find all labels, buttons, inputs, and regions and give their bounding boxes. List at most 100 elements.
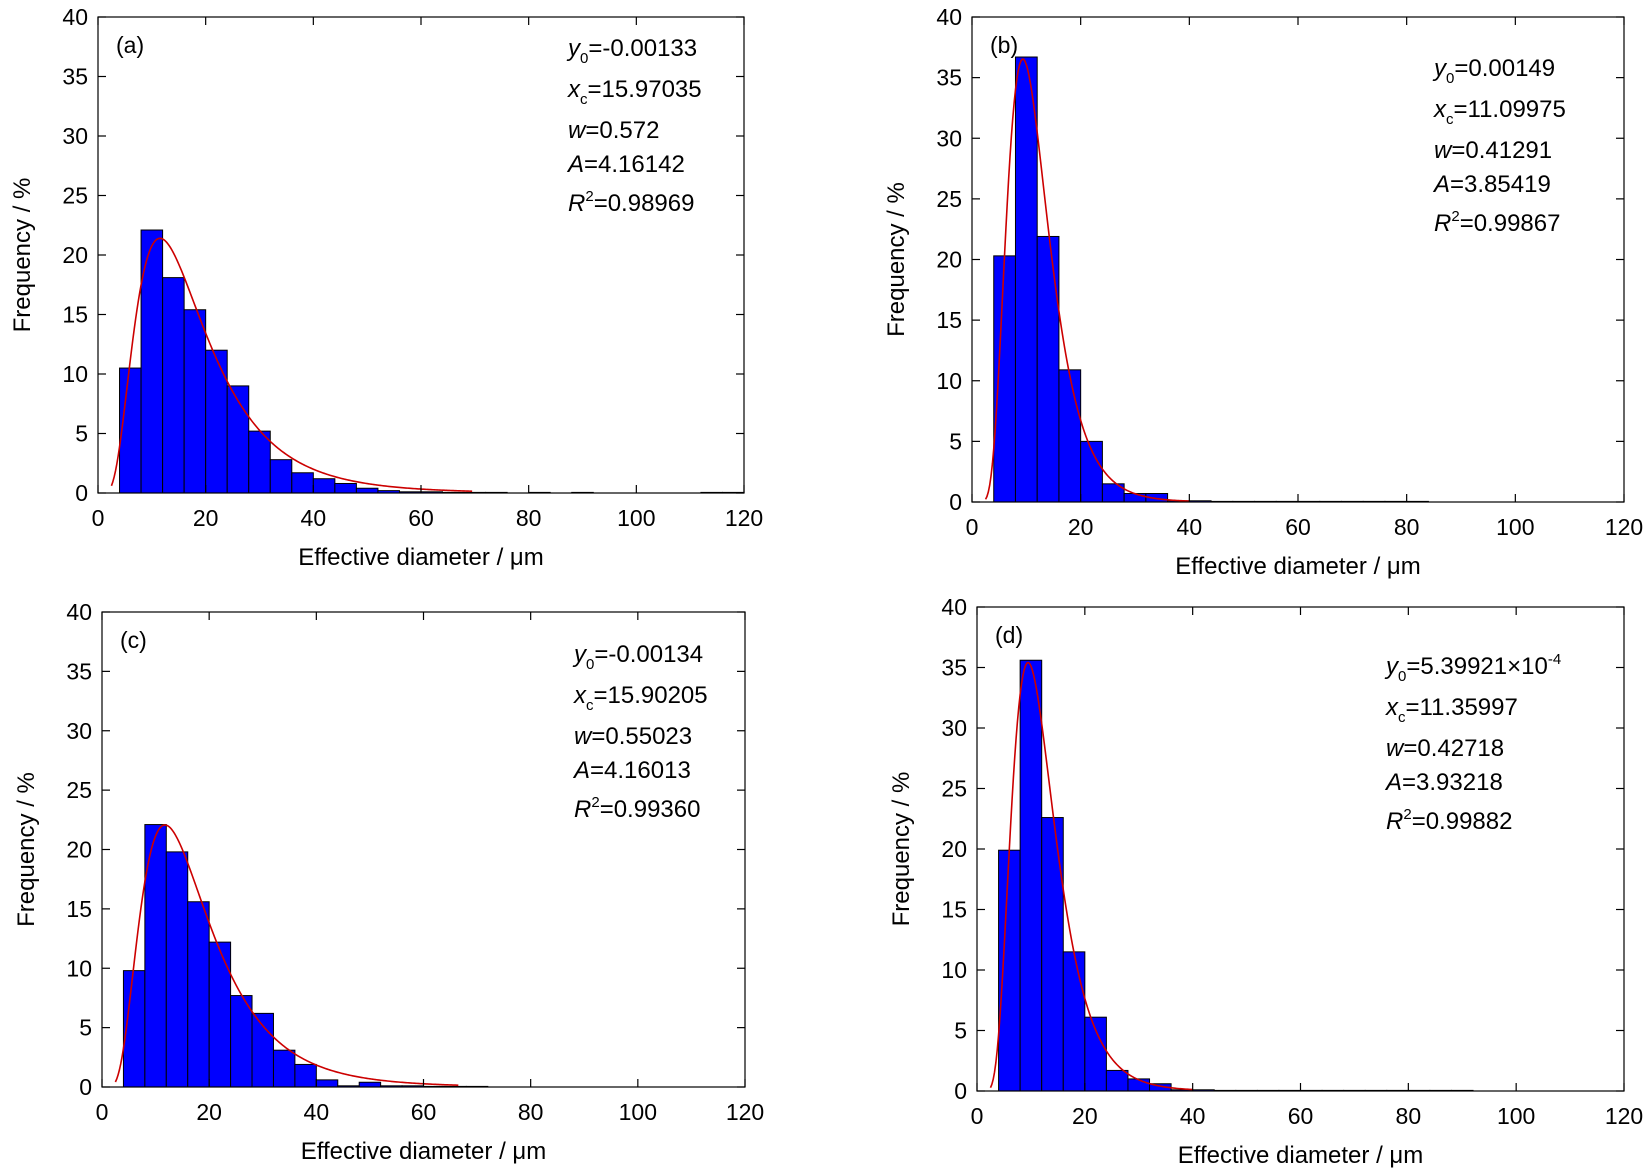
fit-param-A: A=4.16142: [566, 151, 685, 178]
histogram-bar: [1041, 817, 1064, 1092]
y-axis-label: Frequency / %: [9, 178, 36, 333]
x-tick-label: 60: [1285, 514, 1311, 540]
x-axis-label: Effective diameter / μm: [1178, 1142, 1423, 1169]
x-axis-label: Effective diameter / μm: [298, 544, 543, 571]
x-tick-label: 20: [193, 505, 219, 531]
y-tick-label: 15: [941, 897, 967, 923]
x-tick-label: 20: [196, 1099, 222, 1125]
y-tick-label: 15: [936, 307, 962, 333]
y-tick-label: 5: [75, 421, 88, 447]
chart-panel-d: 0 5 10 15 20 25 30 35 40 0 20 40 60 80 100 120 Effective…: [888, 594, 1643, 1169]
x-tick-label: 120: [1605, 514, 1643, 540]
y-axis-label: Frequency / %: [888, 772, 915, 927]
histogram-bar: [998, 849, 1021, 1092]
y-tick-label: 0: [954, 1078, 967, 1104]
y-tick-label: 35: [62, 64, 88, 90]
histogram-bar: [334, 482, 357, 494]
y-tick-label: 20: [936, 247, 962, 273]
x-tick-label: 60: [1288, 1103, 1314, 1129]
lognormal-fit-curve: [110, 237, 473, 492]
y-tick-label: 30: [941, 715, 967, 741]
y-tick-label: 10: [66, 955, 92, 981]
histogram-bar: [1019, 659, 1043, 1092]
y-tick-label: 40: [941, 594, 967, 620]
x-tick-label: 0: [92, 505, 105, 531]
chart-panel-c: 0 5 10 15 20 25 30 35 40 0 20 40 60 80 100 120 Effective…: [13, 599, 764, 1165]
histogram-bar: [1105, 1069, 1129, 1092]
histogram-bar: [119, 367, 142, 494]
fit-param-y0: y0=5.39921×10-4: [1384, 651, 1561, 685]
x-tick-label: 120: [725, 505, 763, 531]
y-tick-label: 0: [75, 480, 88, 506]
histogram-bar: [291, 472, 314, 494]
histogram-bar: [294, 1063, 317, 1088]
y-tick-label: 25: [62, 183, 88, 209]
histogram-bar: [162, 277, 185, 494]
x-tick-label: 20: [1068, 514, 1094, 540]
x-tick-label: 80: [1396, 1103, 1422, 1129]
histogram-bar: [355, 487, 379, 494]
x-tick-label: 100: [617, 505, 655, 531]
y-tick-label: 15: [62, 302, 88, 328]
y-tick-label: 40: [62, 4, 88, 30]
x-tick-label: 100: [1496, 514, 1534, 540]
y-tick-label: 0: [949, 489, 962, 515]
y-tick-label: 25: [936, 186, 962, 212]
fit-param-w: w=0.572: [568, 117, 659, 144]
y-tick-label: 20: [66, 837, 92, 863]
x-tick-label: 100: [1497, 1103, 1535, 1129]
y-tick-label: 15: [66, 896, 92, 922]
x-tick-label: 40: [301, 505, 327, 531]
panel-label: (b): [990, 32, 1018, 58]
y-tick-label: 30: [936, 125, 962, 151]
y-tick-label: 30: [66, 718, 92, 744]
histogram-bar: [312, 478, 336, 494]
fit-param-r2: R2=0.99360: [574, 794, 700, 823]
histogram-bar: [248, 430, 271, 494]
x-tick-label: 120: [1605, 1103, 1643, 1129]
histogram-bar: [993, 255, 1016, 503]
y-tick-label: 25: [66, 777, 92, 803]
x-tick-label: 80: [1394, 514, 1420, 540]
fit-param-A: A=3.85419: [1432, 171, 1551, 198]
y-tick-label: 35: [66, 658, 92, 684]
x-tick-label: 40: [1177, 514, 1203, 540]
histogram-bar: [1127, 1078, 1151, 1092]
x-axis-label: Effective diameter / μm: [1175, 553, 1420, 580]
lognormal-fit-curve: [989, 661, 1193, 1091]
fit-param-w: w=0.55023: [574, 723, 692, 750]
histogram-bar: [187, 901, 210, 1088]
panel-label: (d): [995, 622, 1023, 648]
x-tick-label: 0: [971, 1103, 984, 1129]
y-tick-label: 40: [936, 4, 962, 30]
histogram-bar: [1014, 56, 1038, 503]
x-tick-label: 80: [516, 505, 542, 531]
y-tick-label: 0: [79, 1074, 92, 1100]
lognormal-fit-curve: [984, 58, 1190, 502]
y-tick-label: 20: [62, 242, 88, 268]
x-tick-label: 60: [411, 1099, 437, 1125]
histogram-bar: [205, 349, 228, 494]
histogram-bar: [269, 459, 293, 494]
fit-param-w: w=0.42718: [1386, 735, 1504, 762]
fit-param-xc: xc=15.97035: [567, 76, 702, 108]
histogram-bar: [1062, 951, 1086, 1092]
x-tick-label: 20: [1072, 1103, 1098, 1129]
fit-param-w: w=0.41291: [1434, 137, 1552, 164]
y-tick-label: 10: [62, 361, 88, 387]
y-tick-label: 30: [62, 123, 88, 149]
fit-param-xc: xc=11.09975: [1433, 96, 1566, 128]
y-tick-label: 20: [941, 836, 967, 862]
panel-label: (a): [116, 32, 144, 58]
histogram-bar: [315, 1079, 339, 1088]
x-tick-label: 40: [304, 1099, 330, 1125]
fit-param-y0: y0=0.00149: [1432, 55, 1555, 87]
y-tick-label: 10: [941, 957, 967, 983]
fit-param-r2: R2=0.98969: [568, 188, 694, 217]
histogram-bar: [165, 851, 189, 1088]
histogram-bar: [230, 995, 253, 1088]
fit-param-xc: xc=11.35997: [1385, 694, 1518, 726]
chart-panel-b: 0 5 10 15 20 25 30 35 40 0 20 40 60 80 100 120 Effective…: [883, 4, 1643, 580]
fit-param-xc: xc=15.90205: [573, 682, 708, 714]
